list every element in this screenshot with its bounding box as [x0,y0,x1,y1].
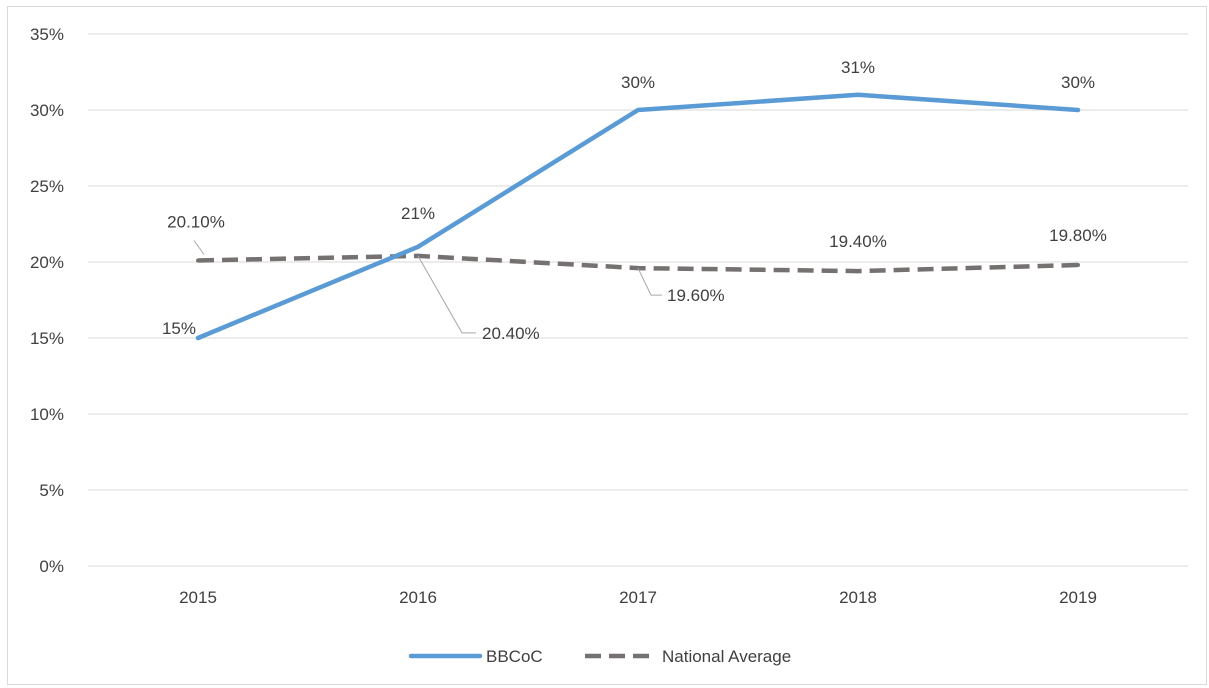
y-tick-label: 20% [30,253,64,272]
data-label-national-average: 19.80% [1049,226,1107,245]
data-label-bbcoc: 15% [162,319,196,338]
x-tick-label: 2016 [399,588,437,607]
legend-label-bbcoc: BBCoC [486,647,543,666]
series-line-bbcoc [195,92,1081,341]
data-label-national-average: 20.40% [482,324,540,343]
data-label-national-average: 19.40% [829,232,887,251]
data-point [1076,263,1080,268]
y-tick-label: 15% [30,329,64,348]
data-label-bbcoc: 21% [401,204,435,223]
leader-line [417,255,476,334]
y-tick-label: 5% [39,481,64,500]
legend-label-national-average: National Average [662,647,791,666]
x-tick-label: 2019 [1059,588,1097,607]
data-point [1076,108,1080,112]
leader-line [193,240,205,255]
chart-frame [7,6,1207,685]
x-tick-label: 2018 [839,588,877,607]
x-tick-label: 2017 [619,588,657,607]
leader-line [637,267,662,296]
y-tick-label: 10% [30,405,64,424]
y-tick-label: 35% [30,25,64,44]
data-point [856,269,860,274]
data-point [196,336,200,340]
data-label-national-average: 19.60% [667,286,725,305]
x-tick-label: 2015 [179,588,217,607]
y-tick-label: 30% [30,101,64,120]
data-point [856,92,860,97]
data-label-bbcoc: 30% [1061,73,1095,92]
y-tick-label: 25% [30,177,64,196]
data-label-bbcoc: 31% [841,58,875,77]
data-point [416,244,420,249]
y-tick-label: 0% [39,557,64,576]
data-point [416,253,420,258]
data-label-national-average: 20.10% [167,212,225,231]
data-label-bbcoc: 30% [621,73,655,92]
data-point [196,258,200,263]
data-point [636,108,640,112]
